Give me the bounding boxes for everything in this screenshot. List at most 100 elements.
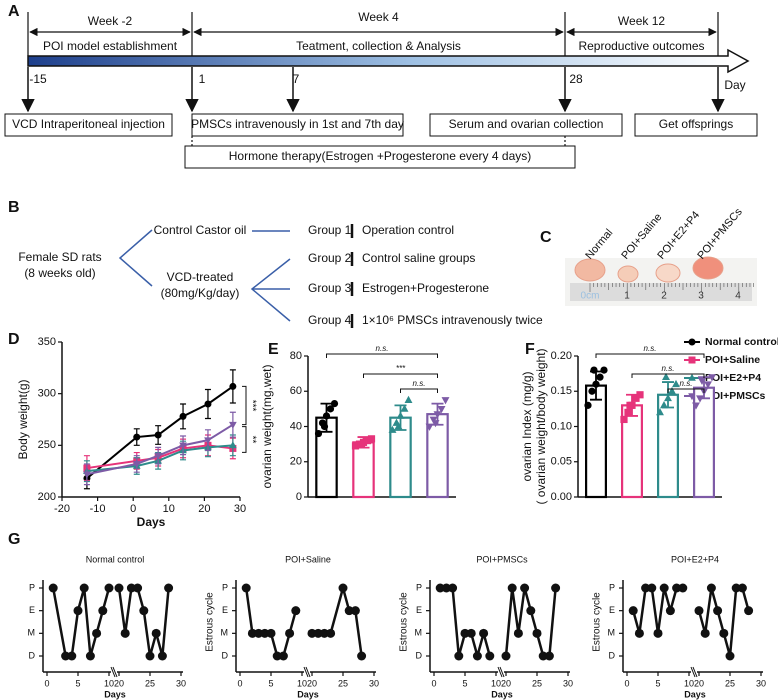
event-box xyxy=(191,113,404,137)
event-label: Serum and ovarian collection xyxy=(449,117,604,131)
y-tick-label: M xyxy=(415,628,423,638)
x-axis-label: Days xyxy=(491,689,513,699)
bar xyxy=(352,441,375,499)
sig-label: n.s. xyxy=(644,344,657,353)
y-tick-label: 0.05 xyxy=(551,456,572,468)
cycle-point xyxy=(151,628,161,638)
cycle-line xyxy=(51,587,111,658)
marker xyxy=(229,441,237,449)
marker xyxy=(179,442,187,450)
data-point xyxy=(404,395,413,403)
week-label: Week -2 xyxy=(88,14,133,28)
y-tick-label: 300 xyxy=(38,388,56,400)
timeline-bar xyxy=(28,56,728,66)
marker xyxy=(229,382,237,390)
day-label: 1 xyxy=(199,72,206,86)
cycle-point xyxy=(700,628,710,638)
marker xyxy=(204,437,212,445)
x-tick-label: 5 xyxy=(268,678,273,688)
chart-title: Normal control xyxy=(86,554,145,564)
x-tick-label: 30 xyxy=(369,678,379,688)
axis-break xyxy=(497,666,505,678)
data-point xyxy=(656,408,664,416)
cycle-point xyxy=(114,583,124,593)
marker xyxy=(229,421,237,429)
x-axis-label: Days xyxy=(104,689,126,699)
x-tick-label: 5 xyxy=(462,678,467,688)
legend-label: Normal control xyxy=(705,336,778,348)
event-label: PMSCs intravenously in 1st and 7th day xyxy=(191,117,404,131)
cycle-point xyxy=(139,606,149,616)
data-point xyxy=(314,429,323,438)
data-point xyxy=(363,437,372,445)
cycle-point xyxy=(479,628,489,638)
cycle-point xyxy=(532,628,542,638)
cycle-point xyxy=(466,628,476,638)
cycle-point xyxy=(538,651,548,661)
cycle-point xyxy=(73,606,83,616)
week-label: Week 12 xyxy=(618,14,665,28)
y-tick-label: 0 xyxy=(296,491,302,503)
ovary xyxy=(617,265,639,283)
branch xyxy=(118,229,153,287)
data-point xyxy=(320,422,329,431)
data-point xyxy=(590,366,598,374)
data-point xyxy=(431,420,440,428)
data-point xyxy=(441,397,450,405)
y-tick-label: 40 xyxy=(290,420,302,432)
ruler-label: 0cm xyxy=(581,291,600,302)
data-point xyxy=(330,399,339,408)
y-tick-label: 0.10 xyxy=(551,420,572,432)
cycle-point xyxy=(713,606,723,616)
cycle-point xyxy=(350,606,360,616)
cycle-point xyxy=(272,651,282,661)
cycle-point xyxy=(544,651,554,661)
panel-label: G xyxy=(8,531,20,548)
x-axis-label: Days xyxy=(684,689,706,699)
sig-label: n.s. xyxy=(376,344,389,353)
x-tick-label: 20 xyxy=(501,678,511,688)
cycle-point xyxy=(737,583,747,593)
week-label: Week 4 xyxy=(358,10,399,24)
cycle-point xyxy=(266,628,276,638)
ruler-label: 1 xyxy=(624,291,630,302)
y-tick-label: E xyxy=(416,605,422,615)
series-line xyxy=(86,444,234,470)
sample-label: Normal xyxy=(583,227,615,262)
data-point xyxy=(698,377,706,385)
cycle-point xyxy=(665,606,675,616)
marker xyxy=(83,471,91,479)
cycle-point xyxy=(285,628,295,638)
y-axis-label: ( ovarian weight/body weight) xyxy=(534,348,548,504)
cycle-point xyxy=(307,628,317,638)
event-label: Get offsprings xyxy=(659,117,733,131)
cycle-point xyxy=(313,628,323,638)
data-point xyxy=(326,405,335,413)
y-tick-label: E xyxy=(222,605,228,615)
chart-title: POI+PMSCs xyxy=(476,554,528,564)
cycle-point xyxy=(634,628,644,638)
data-point xyxy=(425,423,434,431)
x-tick-label: -20 xyxy=(54,503,70,515)
data-point xyxy=(692,402,700,410)
sig-label: *** xyxy=(246,400,257,412)
cycle-point xyxy=(145,651,155,661)
y-axis-label: Estrous cycle xyxy=(592,592,603,652)
cycle-line xyxy=(244,587,298,658)
cycle-point xyxy=(344,606,354,616)
data-point xyxy=(620,415,628,424)
cycle-point xyxy=(104,583,114,593)
marker xyxy=(154,431,162,439)
x-tick-label: 30 xyxy=(756,678,766,688)
marker xyxy=(133,433,141,441)
x-axis-label: Days xyxy=(297,689,319,699)
data-point xyxy=(433,411,442,419)
cycle-point xyxy=(678,583,688,593)
arm-label: (80mg/Kg/day) xyxy=(161,286,240,300)
cycle-point xyxy=(485,651,495,661)
timeline-arrow xyxy=(27,48,750,74)
event-box xyxy=(429,113,623,137)
cycle-point xyxy=(513,628,523,638)
hormone-label: Hormone therapy(Estrogen +Progesterone e… xyxy=(229,149,532,163)
group-name: Group 1 xyxy=(308,223,352,237)
